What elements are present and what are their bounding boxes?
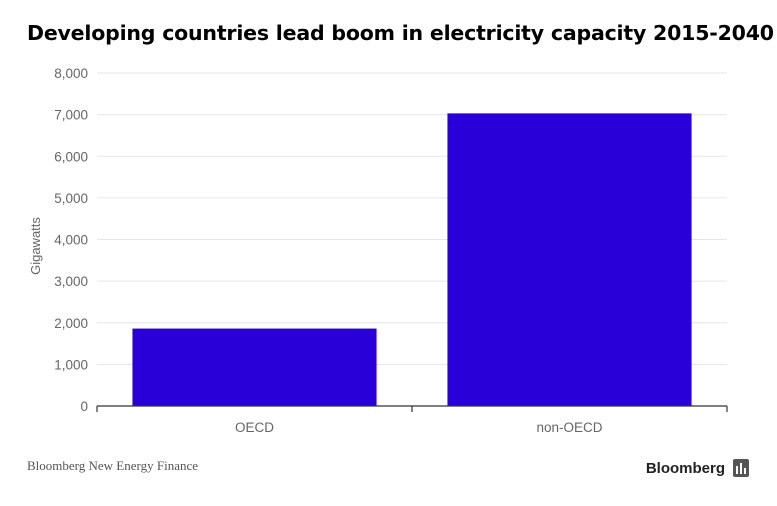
y-axis-label: Gigawatts [28, 217, 43, 275]
bars [132, 113, 692, 406]
y-axis-ticks: 0 1,000 2,000 3,000 4,000 5,000 6,000 7,000 8,00… [54, 66, 88, 414]
y-tick-label: 4,000 [54, 233, 88, 248]
y-tick-label: 7,000 [54, 108, 88, 123]
bloomberg-logo: Bloomberg [645, 460, 725, 477]
y-tick-label: 5,000 [54, 191, 88, 206]
x-tick-label: non-OECD [536, 420, 602, 435]
chart-title: Developing countries lead boom in electr… [27, 21, 774, 45]
bloomberg-chart-icon [733, 459, 749, 477]
y-tick-label: 8,000 [54, 66, 88, 81]
bar-non-oecd [447, 113, 692, 406]
y-tick-label: 3,000 [54, 274, 88, 289]
y-tick-label: 6,000 [54, 149, 88, 164]
y-tick-label: 0 [80, 399, 88, 414]
y-tick-label: 1,000 [54, 357, 88, 372]
y-tick-label: 2,000 [54, 316, 88, 331]
source-note: Bloomberg New Energy Finance [27, 458, 199, 473]
x-tick-label: OECD [235, 420, 274, 435]
x-axis: OECD non-OECD [96, 405, 728, 435]
bar-oecd [132, 328, 377, 406]
